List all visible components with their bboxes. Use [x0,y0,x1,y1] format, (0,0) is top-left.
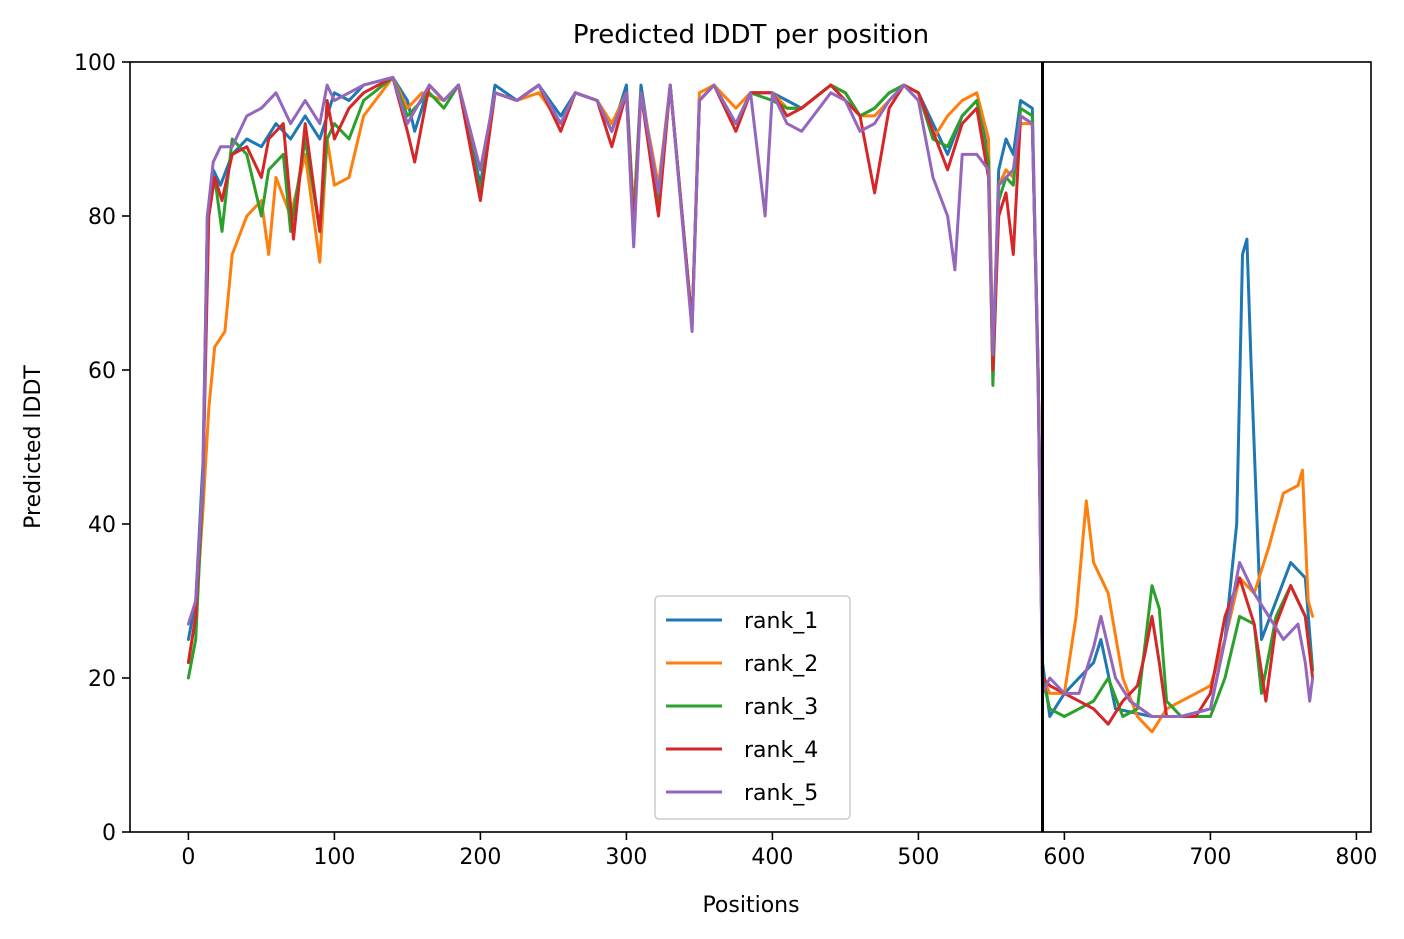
x-tick-label: 300 [605,845,647,870]
legend-label: rank_2 [744,652,818,677]
y-tick-label: 80 [88,205,116,230]
x-tick-label: 500 [897,845,939,870]
legend-item-rank-4: rank_4 [666,738,818,763]
legend-item-rank-1: rank_1 [666,609,818,634]
legend: rank_1 rank_2 rank_3 rank_4 rank_5 [654,595,851,820]
x-tick-label: 700 [1189,845,1231,870]
x-tick-label: 200 [459,845,501,870]
plot-frame [129,61,1372,833]
x-axis-label: Positions [702,893,799,918]
y-tick-label: 100 [74,51,116,76]
x-tick-label: 600 [1043,845,1085,870]
legend-label: rank_3 [744,695,818,720]
x-tick-label: 800 [1335,845,1377,870]
x-tick-label: 0 [181,845,195,870]
x-tick-label: 400 [751,845,793,870]
series-line-rank-5 [186,75,1315,718]
legend-item-rank-3: rank_3 [666,695,818,720]
y-tick-label: 20 [88,667,116,692]
legend-label: rank_4 [744,738,818,763]
series-line-rank-4 [186,75,1315,726]
chart-title: Predicted lDDT per position [573,20,929,50]
legend-item-rank-2: rank_2 [666,652,818,677]
y-axis-label: Predicted lDDT [21,365,46,529]
x-tick-label: 100 [313,845,355,870]
legend-box [654,595,851,820]
legend-label: rank_5 [744,781,818,806]
y-tick-label: 40 [88,513,116,538]
legend-label: rank_1 [744,609,818,634]
series-line-rank-3 [186,75,1315,718]
y-tick-label: 0 [102,821,116,846]
legend-item-rank-5: rank_5 [666,781,818,806]
x-axis-ticks: 0 100 200 300 400 500 600 700 800 [181,832,1377,870]
series-layer [186,75,1315,734]
y-axis-ticks: 0 20 40 60 80 100 [74,51,130,846]
y-tick-label: 60 [88,359,116,384]
